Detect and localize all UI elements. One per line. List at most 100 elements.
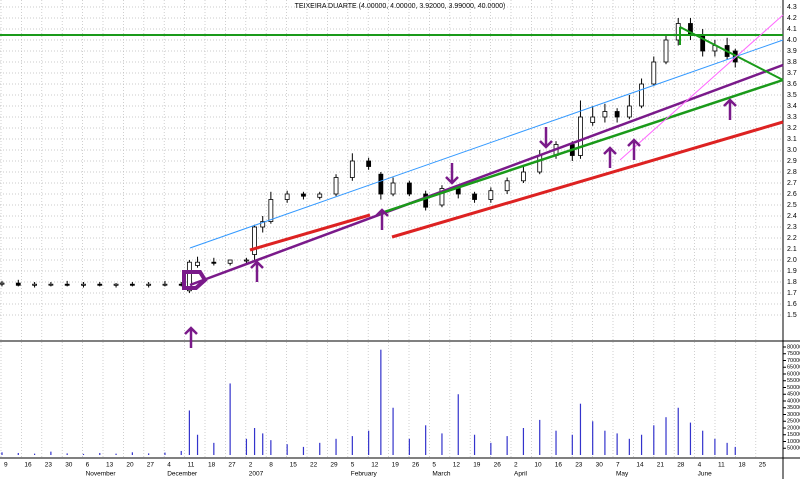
x-tick-label: 30 (65, 462, 73, 469)
volume-bar (253, 428, 256, 455)
y-tick-label: 1.8 (787, 279, 797, 286)
volume-bar (131, 452, 133, 455)
volume-tick-label: 200000 (787, 425, 800, 431)
volume-tick-label: 650000 (787, 365, 800, 371)
candle-body (260, 221, 266, 228)
candle-body (227, 259, 233, 264)
y-tick-label: 3.1 (787, 136, 797, 143)
support-line (391, 120, 784, 239)
candle-body (268, 199, 274, 222)
volume-bar (164, 452, 166, 455)
x-tick-label: 13 (106, 462, 114, 469)
volume-bar (148, 453, 150, 455)
x-tick-label: 29 (330, 462, 338, 469)
volume-bar (351, 436, 353, 455)
x-tick-label: 9 (4, 462, 8, 469)
volume-tick-label: 250000 (787, 419, 800, 425)
x-tick-label: 11 (718, 462, 725, 469)
month-label: April (514, 471, 528, 478)
volume-bar (17, 452, 19, 455)
candle-body (439, 188, 445, 206)
volume-bar (714, 438, 716, 455)
volume-tick-label: 450000 (787, 392, 800, 398)
volume-tick-label: 150000 (787, 432, 800, 438)
up-arrow (723, 98, 737, 120)
candle-body (252, 226, 257, 255)
x-tick-label: 7 (616, 462, 620, 469)
volume-bar (665, 417, 667, 455)
x-tick-label: 12 (371, 462, 379, 469)
y-tick-label: 3.0 (787, 147, 797, 154)
support-line (377, 78, 784, 216)
y-tick-label: 2.8 (787, 169, 797, 176)
down-arrow (539, 127, 553, 149)
x-tick-label: 23 (575, 462, 583, 469)
volume-bar (473, 434, 476, 455)
y-tick-label: 1.7 (787, 290, 797, 297)
y-tick-label: 3.9 (787, 48, 797, 55)
x-tick-label: 11 (188, 462, 195, 469)
candle-body (186, 261, 192, 292)
y-tick-label: 1.6 (787, 301, 797, 308)
volume-tick-label: 550000 (787, 378, 800, 384)
candle-body (333, 177, 339, 195)
volume-bar (571, 434, 573, 455)
candle-body (366, 160, 372, 167)
candle-body (578, 116, 583, 156)
candle-body (97, 283, 103, 286)
x-tick-label: 18 (738, 462, 746, 469)
volume-tick-label: 350000 (787, 405, 800, 411)
candle-body (64, 283, 70, 286)
candle-body (244, 259, 249, 262)
month-label: 2007 (249, 471, 264, 478)
candle-body (317, 193, 323, 198)
volume-bar (734, 446, 736, 455)
volume-bar (286, 444, 288, 455)
volume-bar (592, 421, 594, 455)
candle-body (195, 261, 200, 266)
candle-body (590, 116, 596, 123)
volume-bar (555, 430, 557, 455)
channel-line (189, 39, 784, 249)
volume-tick-label: 800000 (787, 344, 800, 350)
volume-bar (319, 442, 321, 455)
x-tick-label: 19 (392, 462, 400, 469)
volume-bar (604, 430, 606, 455)
y-tick-label: 3.2 (787, 125, 797, 132)
volume-bar (616, 433, 618, 455)
volume-tick-label: 100000 (787, 439, 800, 445)
candle-body (48, 283, 54, 286)
x-tick-label: 8 (269, 462, 273, 469)
y-tick-label: 3.7 (787, 70, 797, 77)
candle-body (0, 282, 5, 285)
candle-body (406, 182, 412, 195)
candle-body (602, 111, 608, 118)
volume-tick-label: 300000 (787, 412, 800, 418)
volume-bar (490, 442, 492, 455)
x-tick-label: 20 (126, 462, 134, 469)
y-tick-label: 3.5 (787, 92, 797, 99)
volume-bar (702, 430, 704, 455)
volume-bar (82, 453, 85, 455)
volume-bar (262, 433, 264, 455)
volume-bar (628, 438, 630, 455)
x-tick-label: 4 (167, 462, 171, 469)
volume-bar (213, 442, 215, 455)
x-tick-label: 23 (45, 462, 53, 469)
month-label: May (616, 471, 629, 478)
candle-body (113, 283, 119, 286)
candle-body (349, 160, 355, 178)
candle-body (614, 111, 620, 118)
x-tick-label: 26 (494, 462, 502, 469)
wedge-line (679, 26, 784, 81)
volume-bar (457, 394, 459, 455)
volume-bar (677, 407, 679, 455)
candle-body (472, 193, 477, 200)
x-tick-label: 26 (412, 462, 420, 469)
volume-bar (50, 451, 52, 455)
y-tick-label: 4.3 (787, 4, 797, 11)
x-tick-label: 27 (228, 462, 236, 469)
